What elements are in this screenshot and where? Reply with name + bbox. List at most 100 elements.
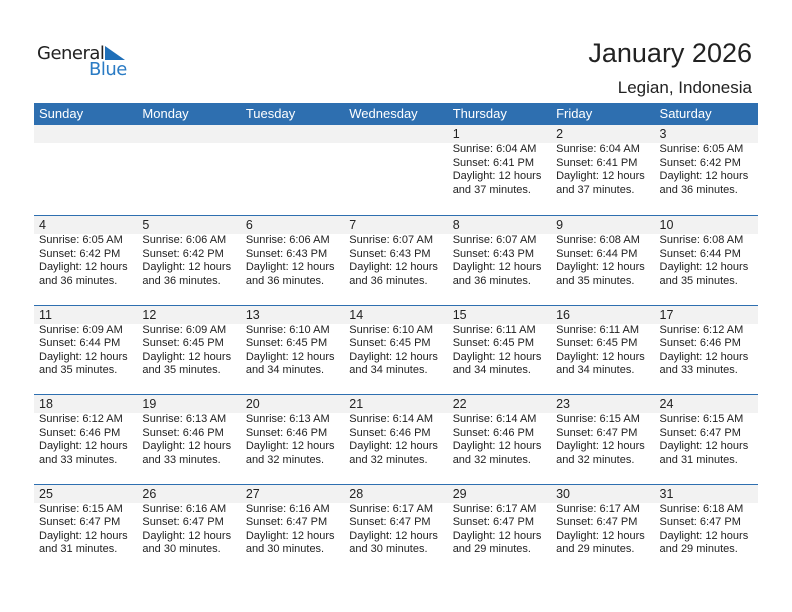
sunset-text: Sunset: 6:46 PM: [245, 426, 328, 439]
day-number: 27: [245, 486, 260, 501]
sunrise-text: Sunrise: 6:11 AM: [452, 323, 536, 336]
sunset-text: Sunset: 6:46 PM: [659, 337, 741, 349]
day-cell: 4 Sunrise: 6:05 AM Sunset: 6:42 PM Daylight…: [34, 216, 137, 288]
daylight-minutes-text: and 34 minutes.: [349, 364, 428, 376]
daylight-minutes-text: and 37 minutes.: [452, 183, 531, 196]
sunset-text: Sunset: 6:41 PM: [452, 156, 535, 169]
day-number: 10: [659, 218, 674, 232]
sunrise-text: Sunrise: 6:12 AM: [39, 413, 123, 425]
sunset-text: Sunset: 6:42 PM: [142, 247, 224, 260]
daylight-minutes-text: and 33 minutes.: [142, 453, 221, 466]
daylight-text: Daylight: 12 hours: [142, 529, 232, 542]
day-cell: 6 Sunrise: 6:06 AM Sunset: 6:43 PM Daylight…: [241, 216, 344, 288]
day-number: 17: [659, 307, 674, 322]
sunrise-text: Sunrise: 6:05 AM: [659, 143, 744, 155]
day-number: 19: [142, 397, 157, 411]
daylight-text: Daylight: 12 hours: [659, 170, 749, 182]
daylight-minutes-text: and 36 minutes.: [142, 274, 221, 287]
week-row: 18 Sunrise: 6:12 AM Sunset: 6:46 PM Dayligh…: [34, 394, 758, 484]
daylight-minutes-text: and 32 minutes.: [452, 453, 531, 466]
sunrise-text: Sunrise: 6:08 AM: [659, 234, 744, 246]
sunset-text: Sunset: 6:47 PM: [142, 516, 224, 528]
sunset-text: Sunset: 6:47 PM: [452, 516, 535, 528]
day-cell: 7 Sunrise: 6:07 AM Sunset: 6:43 PM Daylight…: [344, 216, 447, 288]
day-cell: 12 Sunrise: 6:09 AM Sunset: 6:45 PM Dayligh…: [137, 306, 240, 378]
daylight-text: Daylight: 12 hours: [452, 350, 542, 363]
daylight-text: Daylight: 12 hours: [39, 440, 128, 452]
week-days: 25 Sunrise: 6:15 AM Sunset: 6:47 PM Dayligh…: [34, 485, 758, 557]
weekday-thursday: Thursday: [452, 106, 507, 121]
daylight-text: Daylight: 12 hours: [556, 350, 645, 363]
date-band: [34, 395, 758, 413]
day-number: 26: [142, 486, 157, 501]
day-cell: 14 Sunrise: 6:10 AM Sunset: 6:45 PM Dayligh…: [344, 306, 447, 378]
sunrise-text: Sunrise: 6:15 AM: [659, 413, 744, 425]
day-cell: 8 Sunrise: 6:07 AM Sunset: 6:43 PM Daylight…: [448, 216, 551, 288]
weekday-header: Sunday Monday Tuesday Wednesday Thursday Frid…: [34, 103, 758, 125]
daylight-minutes-text: and 36 minutes.: [39, 274, 118, 287]
sunset-text: Sunset: 6:43 PM: [452, 247, 535, 260]
day-cell: 27 Sunrise: 6:16 AM Sunset: 6:47 PM Dayligh…: [241, 485, 344, 557]
day-number: 11: [39, 307, 52, 322]
daylight-text: Daylight: 12 hours: [39, 350, 128, 363]
empty-cell: [137, 125, 240, 197]
daylight-minutes-text: and 31 minutes.: [39, 543, 118, 555]
daylight-minutes-text: and 33 minutes.: [659, 364, 738, 376]
sunrise-text: Sunrise: 6:14 AM: [349, 413, 434, 425]
sunset-text: Sunset: 6:47 PM: [556, 516, 638, 528]
daylight-text: Daylight: 12 hours: [556, 529, 645, 542]
daylight-minutes-text: and 29 minutes.: [452, 543, 531, 555]
sunset-text: Sunset: 6:47 PM: [245, 516, 328, 528]
daylight-text: Daylight: 12 hours: [245, 261, 335, 273]
location: Legian, Indonesia: [617, 78, 752, 97]
daylight-minutes-text: and 36 minutes.: [659, 183, 738, 196]
sunrise-text: Sunrise: 6:10 AM: [349, 323, 434, 336]
sunset-text: Sunset: 6:46 PM: [142, 426, 224, 439]
day-cell: 20 Sunrise: 6:13 AM Sunset: 6:46 PM Dayligh…: [241, 395, 344, 467]
empty-cell: [344, 125, 447, 197]
day-cell: 5 Sunrise: 6:06 AM Sunset: 6:42 PM Daylight…: [137, 216, 240, 288]
daylight-minutes-text: and 33 minutes.: [39, 453, 118, 466]
daylight-minutes-text: and 35 minutes.: [39, 364, 118, 376]
sunset-text: Sunset: 6:47 PM: [659, 426, 741, 439]
weekday-friday: Friday: [556, 106, 593, 121]
sunrise-text: Sunrise: 6:07 AM: [349, 234, 434, 246]
sunrise-text: Sunrise: 6:16 AM: [142, 502, 227, 515]
day-number: 29: [452, 486, 467, 501]
day-number: 22: [452, 397, 467, 411]
daylight-text: Daylight: 12 hours: [142, 261, 232, 273]
week-days: 1 Sunrise: 6:04 AM Sunset: 6:41 PM Daylight…: [34, 125, 758, 197]
sunset-text: Sunset: 6:45 PM: [245, 337, 328, 349]
calendar-grid: 1 Sunrise: 6:04 AM Sunset: 6:41 PM Daylight…: [34, 125, 758, 573]
day-cell: 29 Sunrise: 6:17 AM Sunset: 6:47 PM Dayligh…: [448, 485, 551, 557]
day-number: 2: [556, 127, 564, 141]
daylight-text: Daylight: 12 hours: [659, 440, 749, 452]
day-cell: 10 Sunrise: 6:08 AM Sunset: 6:44 PM Dayligh…: [655, 216, 758, 288]
sunrise-text: Sunrise: 6:07 AM: [452, 234, 537, 246]
daylight-text: Daylight: 12 hours: [142, 350, 232, 363]
sunset-text: Sunset: 6:46 PM: [349, 426, 431, 439]
daylight-minutes-text: and 34 minutes.: [452, 364, 531, 376]
sunset-text: Sunset: 6:46 PM: [452, 426, 535, 439]
sunrise-text: Sunrise: 6:18 AM: [659, 502, 744, 515]
sunset-text: Sunset: 6:46 PM: [39, 426, 121, 439]
sunset-text: Sunset: 6:43 PM: [349, 247, 431, 260]
daylight-text: Daylight: 12 hours: [556, 261, 645, 273]
date-band: [34, 125, 758, 143]
sunrise-text: Sunrise: 6:06 AM: [245, 234, 330, 246]
logo-text-blue: Blue: [89, 59, 127, 80]
sunrise-text: Sunrise: 6:13 AM: [245, 413, 330, 425]
sunrise-text: Sunrise: 6:15 AM: [39, 502, 123, 515]
day-number: 31: [659, 486, 674, 501]
logo-text-general: General: [37, 43, 105, 64]
daylight-minutes-text: and 36 minutes.: [452, 274, 531, 287]
day-cell: 28 Sunrise: 6:17 AM Sunset: 6:47 PM Dayligh…: [344, 485, 447, 557]
daylight-text: Daylight: 12 hours: [39, 261, 128, 273]
day-number: 18: [39, 397, 53, 411]
sunset-text: Sunset: 6:45 PM: [556, 337, 638, 349]
daylight-minutes-text: and 34 minutes.: [245, 364, 325, 376]
day-number: 25: [39, 486, 53, 501]
date-band: [34, 216, 758, 234]
day-number: 5: [142, 218, 150, 232]
day-cell: 9 Sunrise: 6:08 AM Sunset: 6:44 PM Daylight…: [551, 216, 654, 288]
